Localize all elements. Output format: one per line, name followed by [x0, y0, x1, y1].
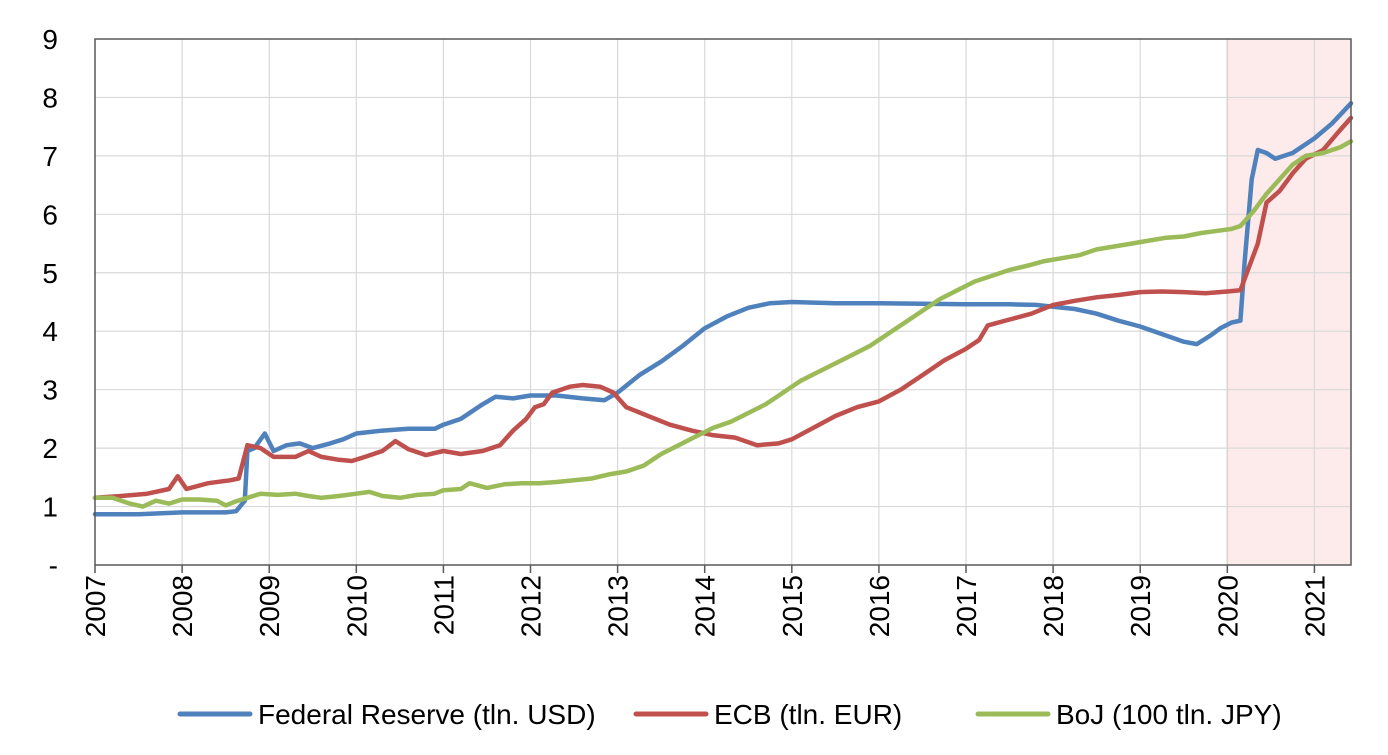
x-tick-label: 2019 [1125, 575, 1156, 637]
x-tick-label: 2007 [80, 575, 111, 637]
series-line-1 [92, 101, 1354, 517]
x-axis-tick-labels: 2007 2008 2009 2010 2011 2012 2013 2014 2015 2016… [80, 565, 1330, 637]
y-tick-label: 7 [42, 141, 58, 172]
y-tick-label: 2 [42, 433, 58, 464]
y-tick-label: 8 [42, 82, 58, 113]
x-tick-label: 2014 [690, 575, 721, 637]
y-axis-tick-labels: - 1 2 3 4 5 6 7 8 9 [42, 24, 58, 581]
y-tick-label: 5 [42, 258, 58, 289]
x-tick-label: 2017 [951, 575, 982, 637]
x-tick-label: 2011 [428, 575, 459, 635]
y-tick-label: 9 [42, 24, 58, 55]
y-tick-label: 4 [42, 316, 58, 347]
y-tick-label: 1 [42, 492, 58, 523]
y-tick-label: 6 [42, 199, 58, 230]
x-tick-label: 2008 [167, 575, 198, 637]
legend-label: BoJ (100 tln. JPY) [1056, 699, 1282, 730]
legend: Federal Reserve (tln. USD) ECB (tln. EUR)… [177, 699, 1282, 730]
y-tick-label: - [49, 550, 58, 581]
shaded-region [1227, 39, 1351, 565]
x-tick-label: 2021 [1299, 575, 1330, 637]
x-tick-label: 2009 [254, 575, 285, 637]
x-tick-label: 2016 [864, 575, 895, 637]
x-tick-label: 2015 [777, 575, 808, 637]
x-tick-label: 2013 [603, 575, 634, 637]
gridlines [95, 39, 1351, 565]
legend-label: Federal Reserve (tln. USD) [258, 699, 596, 730]
x-tick-label: 2010 [341, 575, 372, 637]
plot-area-frame [94, 38, 1352, 566]
x-tick-label: 2020 [1212, 575, 1243, 637]
series-line-2 [92, 115, 1354, 501]
series-line-3 [92, 139, 1354, 509]
series-lines [92, 101, 1354, 517]
shaded-region-layer [1226, 39, 1351, 565]
legend-label: ECB (tln. EUR) [714, 699, 902, 730]
x-tick-label: 2012 [516, 575, 547, 637]
x-tick-label: 2018 [1038, 575, 1069, 637]
y-tick-label: 3 [42, 375, 58, 406]
